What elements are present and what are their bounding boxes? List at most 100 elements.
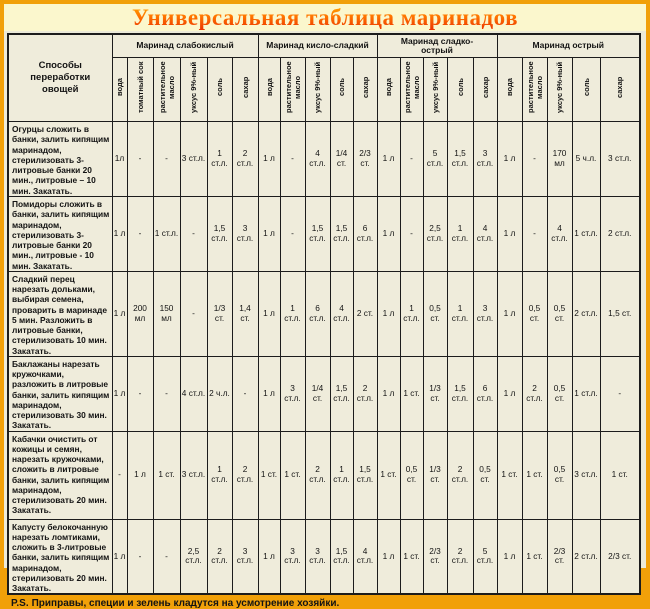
- ingredient-column-label: уксус 9%-ный: [555, 61, 564, 113]
- value-cell: -: [179, 270, 208, 357]
- ingredient-column-header: вода: [496, 57, 523, 122]
- value-cell: 2 ст.: [352, 270, 378, 357]
- value-cell: 1 ст.л.: [446, 270, 474, 357]
- ingredient-column-label: соль: [581, 78, 591, 96]
- value-cell: 1,4 ст.: [231, 270, 259, 357]
- value-cell: 2 ст.л.: [521, 355, 548, 432]
- table-row: Капусту белокочанную нарезать ломтиками,…: [7, 518, 641, 595]
- value-cell: 1 л: [111, 196, 128, 272]
- value-cell: 1 ст.: [496, 430, 523, 520]
- ingredient-column-label: растительное масло: [402, 61, 421, 113]
- value-cell: 2 ст.л.: [571, 270, 601, 357]
- value-cell: 1,5 ст.л.: [329, 355, 354, 432]
- value-cell: 1 ст.л.: [399, 270, 424, 357]
- ingredient-column-header: сахар: [352, 57, 378, 122]
- value-cell: 1 л: [376, 270, 401, 357]
- value-cell: 1 л: [376, 518, 401, 595]
- value-cell: 1/4 ст.: [304, 355, 331, 432]
- value-cell: 2 ст.л.: [446, 518, 474, 595]
- value-cell: 2,5 ст.л.: [179, 518, 208, 595]
- footer-note: P.S. Приправы, специи и зелень кладутся н…: [7, 595, 643, 609]
- value-cell: 0,5 ст.: [422, 270, 448, 357]
- value-cell: 1 л: [376, 355, 401, 432]
- ingredient-column-header: растительное масло: [279, 57, 306, 122]
- value-cell: 1 ст.: [521, 518, 548, 595]
- marinade-group-header: Маринад кисло-сладкий: [257, 33, 378, 58]
- value-cell: 1 ст.л.: [152, 196, 181, 272]
- value-cell: -: [152, 355, 181, 432]
- value-cell: 1,5 ст.: [599, 270, 641, 357]
- ingredient-column-label: растительное масло: [525, 61, 544, 113]
- value-cell: 0,5 ст.: [399, 430, 424, 520]
- value-cell: 1 л: [496, 355, 523, 432]
- value-cell: 2 ст.л.: [571, 518, 601, 595]
- value-cell: 2/3 ст.: [599, 518, 641, 595]
- ps-label: P.S.: [11, 598, 29, 609]
- value-cell: 2 ст.л.: [304, 430, 331, 520]
- value-cell: 3 ст.л.: [179, 430, 208, 520]
- value-cell: -: [126, 355, 154, 432]
- value-cell: 0,5 ст.: [546, 270, 573, 357]
- value-cell: 0,5 ст.: [472, 430, 498, 520]
- ingredient-column-label: соль: [337, 78, 346, 96]
- value-cell: 1/4 ст.: [329, 121, 354, 197]
- value-cell: 1 л: [257, 355, 281, 432]
- value-cell: -: [399, 196, 424, 272]
- ingredient-column-label: растительное масло: [157, 61, 176, 113]
- ingredient-column-header: растительное масло: [152, 57, 181, 122]
- value-cell: 1,5 ст.л.: [446, 121, 474, 197]
- value-cell: 2 ст.л.: [446, 430, 474, 520]
- ingredient-column-label: вода: [264, 78, 274, 96]
- method-cell: Сладкий перец нарезать дольками, выбирая…: [7, 270, 113, 357]
- ingredient-column-header: соль: [329, 57, 354, 122]
- value-cell: 200 мл: [126, 270, 154, 357]
- ingredient-column-label: томатный сок: [135, 61, 145, 113]
- value-cell: 1,5 ст.л.: [304, 196, 331, 272]
- ingredient-column-header: вода: [257, 57, 281, 122]
- title-band: Универсальная таблица маринадов: [4, 4, 646, 31]
- value-cell: 4 ст.л.: [546, 196, 573, 272]
- value-cell: 4 ст.л.: [329, 270, 354, 357]
- value-cell: 3 ст.л.: [179, 121, 208, 197]
- value-cell: 3 ст.л.: [304, 518, 331, 595]
- table-row: Баклажаны нарезать кружочками, разложить…: [7, 355, 641, 432]
- value-cell: 5 ст.л.: [472, 518, 498, 595]
- value-cell: 1 ст.: [257, 430, 281, 520]
- value-cell: 1,5 ст.л.: [329, 518, 354, 595]
- value-cell: 1 л: [376, 121, 401, 197]
- value-cell: -: [399, 121, 424, 197]
- value-cell: 1 ст.: [521, 430, 548, 520]
- value-cell: 1 л: [111, 355, 128, 432]
- value-cell: 1 ст.л.: [571, 196, 601, 272]
- ingredient-column-header: соль: [206, 57, 233, 122]
- ingredient-column-label: сахар: [615, 76, 625, 98]
- value-cell: 1 л: [496, 518, 523, 595]
- value-cell: -: [279, 121, 306, 197]
- ingredient-column-label: сахар: [360, 76, 370, 98]
- ingredient-column-header: растительное масло: [521, 57, 548, 122]
- value-cell: 3 ст.л.: [231, 518, 259, 595]
- value-cell: 170 мл: [546, 121, 573, 197]
- footer-text: Приправы, специи и зелень кладутся на ус…: [31, 598, 340, 609]
- method-cell: Помидоры сложить в банки, залить кипящим…: [7, 196, 113, 272]
- value-cell: 150 мл: [152, 270, 181, 357]
- ingredient-column-label: соль: [455, 78, 465, 96]
- method-cell: Баклажаны нарезать кружочками, разложить…: [7, 355, 113, 432]
- value-cell: -: [126, 196, 154, 272]
- marinade-group-header: Маринад острый: [496, 33, 641, 58]
- value-cell: 1,5 ст.л.: [352, 430, 378, 520]
- ingredient-column-label: вода: [115, 78, 124, 96]
- value-cell: 1 л: [257, 518, 281, 595]
- value-cell: 6 ст.л.: [304, 270, 331, 357]
- value-cell: 6 ст.л.: [352, 196, 378, 272]
- value-cell: 1 ст.л.: [329, 430, 354, 520]
- value-cell: 5 ч.л.: [571, 121, 601, 197]
- value-cell: 3 ст.л.: [571, 430, 601, 520]
- value-cell: 4 ст.л.: [352, 518, 378, 595]
- value-cell: -: [279, 196, 306, 272]
- marinade-table: Способы переработки овощей Маринад слабок…: [7, 33, 641, 596]
- value-cell: 1 ст.л.: [446, 196, 474, 272]
- value-cell: 2/3 ст.: [422, 518, 448, 595]
- table-row: Огурцы сложить в банки, залить кипящим м…: [7, 121, 641, 197]
- value-cell: -: [126, 121, 154, 197]
